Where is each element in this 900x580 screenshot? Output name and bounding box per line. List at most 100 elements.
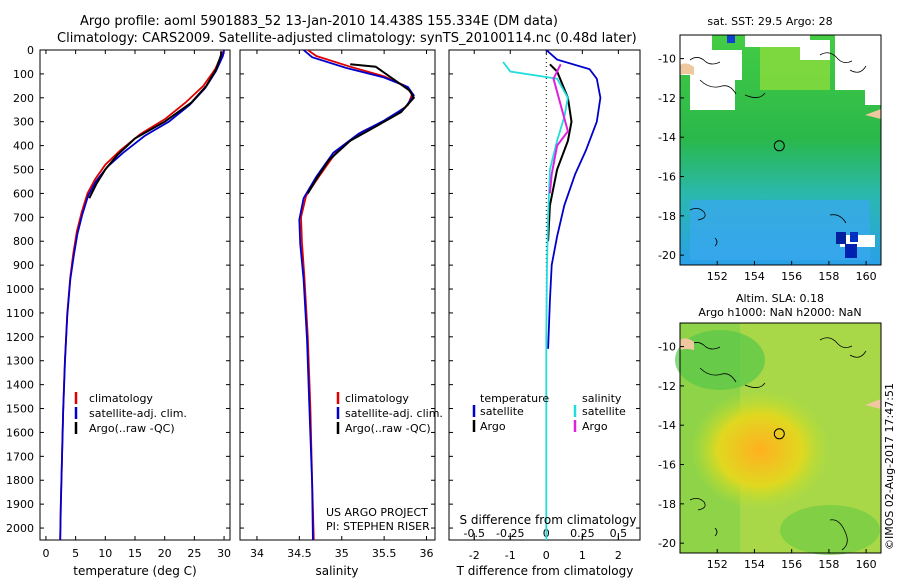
sla-map-ticks: 152 154 156 158 160 -10 -12 -14 -16 -18 -20 bbox=[658, 341, 877, 571]
sst-field-cool-patch bbox=[690, 200, 870, 260]
salinity-ticks: 34 34.5 35 35.5 36 bbox=[240, 49, 435, 560]
difference-xlabel: T difference from climatology bbox=[456, 564, 634, 578]
sst-reef-contour bbox=[689, 208, 847, 247]
sla-map bbox=[675, 322, 882, 555]
legend-header-salinity: salinity bbox=[582, 392, 622, 405]
salinity-legend: climatology satellite-adj. clim. Argo(..… bbox=[336, 392, 443, 435]
sst-coastline-1 bbox=[689, 57, 766, 98]
sst-dark-blue-pixel-3 bbox=[845, 244, 857, 258]
difference-axes bbox=[448, 49, 641, 541]
s-tick-label: 0.25 bbox=[570, 527, 595, 540]
sst-missing-data-6 bbox=[835, 35, 881, 90]
map-x-tick-label: 158 bbox=[818, 558, 839, 571]
map-x-tick-label: 156 bbox=[781, 270, 802, 283]
x-tick-label: 35 bbox=[335, 547, 349, 560]
x-tick-label: 30 bbox=[217, 547, 231, 560]
project-pi: PI: STEPHEN RISER bbox=[326, 520, 430, 533]
legend-header-temperature: temperature bbox=[480, 392, 549, 405]
map-y-tick-label: -12 bbox=[658, 92, 676, 105]
series-salinity-satellite bbox=[502, 61, 569, 540]
x-tick-label: 5 bbox=[72, 547, 79, 560]
x-tick-label: 20 bbox=[158, 547, 172, 560]
y-tick-label: 1700 bbox=[6, 450, 34, 463]
difference-legend: temperature salinity satellite Argo sate… bbox=[472, 392, 626, 433]
map-y-tick-label: -18 bbox=[658, 498, 676, 511]
argo-float-marker bbox=[773, 428, 785, 440]
series-temperature-satellite bbox=[545, 50, 602, 349]
temperature-series bbox=[59, 50, 225, 540]
map-y-tick-label: -14 bbox=[658, 131, 676, 144]
sst-missing-data-7 bbox=[865, 90, 881, 105]
y-tick-label: 300 bbox=[13, 116, 34, 129]
series-argo-raw-qc bbox=[88, 51, 223, 199]
sla-warm-anomaly bbox=[690, 390, 830, 510]
map-x-tick-label: 158 bbox=[818, 270, 839, 283]
map-y-tick-label: -14 bbox=[658, 419, 676, 432]
map-y-tick-label: -20 bbox=[658, 249, 676, 262]
y-tick-label: 500 bbox=[13, 164, 34, 177]
y-tick-label: 1500 bbox=[6, 403, 34, 416]
sst-missing-data-4 bbox=[745, 35, 810, 47]
x-tick-label: 25 bbox=[187, 547, 201, 560]
x-tick-label: 34 bbox=[250, 547, 264, 560]
series-salinity-argo bbox=[548, 63, 569, 194]
s-tick-label: -0.5 bbox=[463, 527, 484, 540]
sst-land-2 bbox=[865, 109, 881, 119]
map-y-tick-label: -16 bbox=[658, 171, 676, 184]
y-tick-label: 1100 bbox=[6, 307, 34, 320]
map-x-tick-label: 154 bbox=[744, 558, 765, 571]
y-tick-label: 400 bbox=[13, 140, 34, 153]
sla-coastline-1 bbox=[689, 342, 766, 388]
y-tick-label: 1400 bbox=[6, 379, 34, 392]
sla-land-1 bbox=[680, 338, 694, 350]
x-tick-label: 15 bbox=[128, 547, 142, 560]
map-x-tick-label: 160 bbox=[856, 270, 877, 283]
x-tick-label: 0 bbox=[543, 549, 550, 562]
map-y-tick-label: -18 bbox=[658, 210, 676, 223]
legend-satellite-label: satellite-adj. clim. bbox=[345, 407, 443, 420]
y-tick-label: 1300 bbox=[6, 355, 34, 368]
argo-float-marker bbox=[773, 140, 785, 152]
y-tick-label: 2000 bbox=[6, 522, 34, 535]
y-tick-label: 0 bbox=[27, 44, 34, 57]
series-argo-raw-qc bbox=[306, 63, 416, 194]
salinity-axes bbox=[239, 49, 436, 541]
y-tick-label: 200 bbox=[13, 92, 34, 105]
y-tick-label: 1000 bbox=[6, 283, 34, 296]
map-y-tick-label: -10 bbox=[658, 341, 676, 354]
map-x-tick-label: 154 bbox=[744, 270, 765, 283]
temperature-legend: climatology satellite-adj. clim. Argo(..… bbox=[74, 392, 187, 435]
legend-argo-label: Argo(..raw -QC) bbox=[345, 422, 431, 435]
x-tick-label: 35.5 bbox=[372, 547, 397, 560]
sst-coastline-2 bbox=[819, 52, 867, 73]
series-climatology bbox=[59, 50, 225, 540]
sla-reef-contour bbox=[689, 498, 848, 551]
difference-ticks: -2 -1 0 1 2-0.5 -0.25 0 0.25 0.5 bbox=[449, 49, 640, 562]
sst-dark-blue-pixel-4 bbox=[727, 35, 735, 43]
sla-map-title-2: Argo h1000: NaN h2000: NaN bbox=[698, 306, 861, 319]
y-tick-label: 800 bbox=[13, 235, 34, 248]
x-tick-label: -1 bbox=[505, 549, 516, 562]
temperature-ticks: 0100200300400500600700800900100011001200… bbox=[6, 44, 231, 560]
y-tick-label: 1900 bbox=[6, 498, 34, 511]
x-tick-label: 36 bbox=[420, 547, 434, 560]
sst-map bbox=[679, 34, 882, 266]
map-x-tick-label: 152 bbox=[707, 270, 728, 283]
legend-t-satellite-label: satellite bbox=[480, 405, 524, 418]
series-satellite-adj-clim bbox=[59, 50, 225, 540]
salinity-series bbox=[298, 50, 416, 540]
map-y-tick-label: -12 bbox=[658, 380, 676, 393]
difference-xlabel-top: S difference from climatology bbox=[460, 513, 637, 527]
y-tick-label: 700 bbox=[13, 211, 34, 224]
series-satellite-adj-clim bbox=[298, 50, 415, 540]
s-tick-label: -0.25 bbox=[496, 527, 524, 540]
y-tick-label: 600 bbox=[13, 187, 34, 200]
sst-land-1 bbox=[680, 63, 694, 75]
sst-map-ticks: 152 154 156 158 160 -10 -12 -14 -16 -18 -20 bbox=[658, 53, 877, 283]
temperature-xlabel: temperature (deg C) bbox=[73, 564, 196, 578]
sla-cool-anomaly-south bbox=[780, 505, 880, 555]
imos-credit: ©IMOS 02-Aug-2017 17:47:51 bbox=[883, 383, 896, 550]
legend-climatology-label: climatology bbox=[345, 392, 409, 405]
sst-missing-data-3 bbox=[690, 75, 735, 110]
